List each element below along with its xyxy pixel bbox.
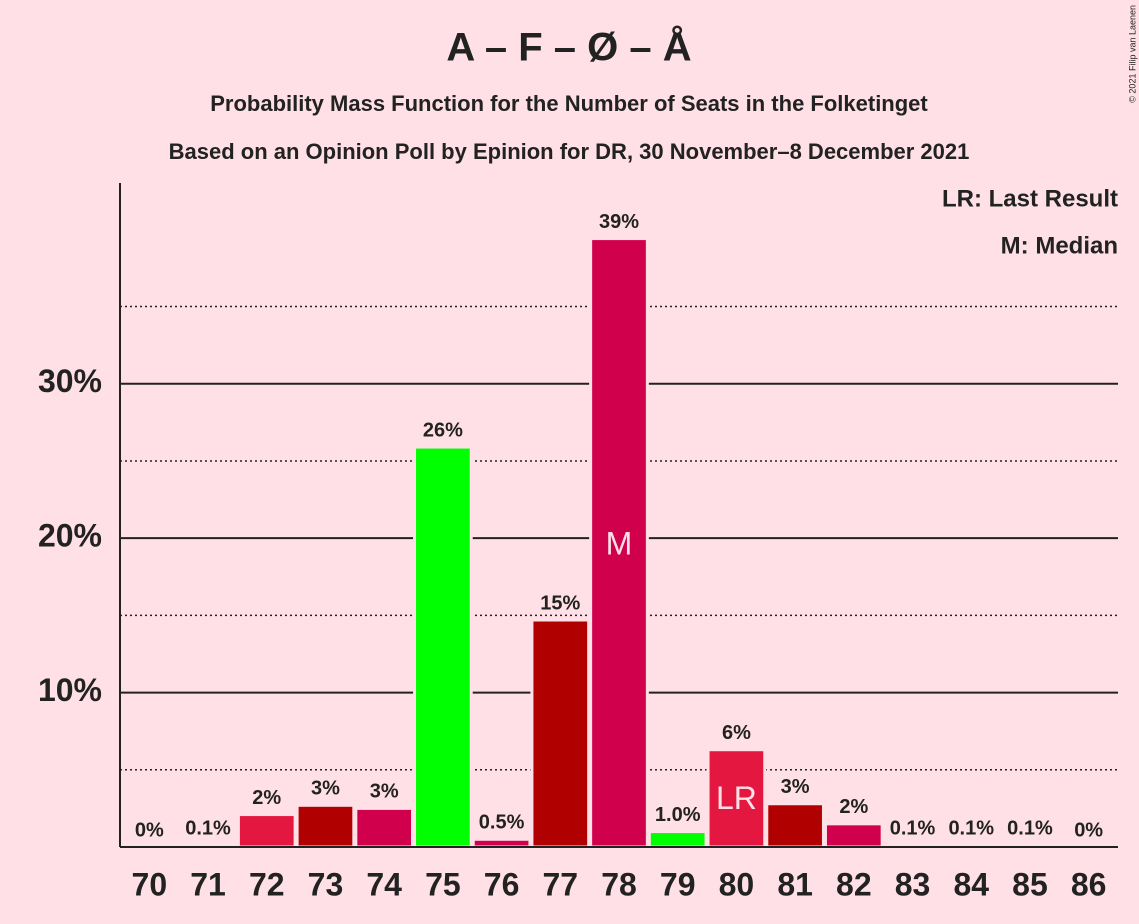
value-label: 0.5% xyxy=(479,812,525,834)
x-tick-label: 79 xyxy=(660,866,696,902)
value-label: 3% xyxy=(311,778,340,800)
value-label: 2% xyxy=(839,796,868,818)
x-tick-label: 71 xyxy=(190,866,226,902)
chart-subtitle: Based on an Opinion Poll by Epinion for … xyxy=(169,139,970,164)
x-tick-label: 83 xyxy=(895,866,931,902)
bar xyxy=(823,822,884,849)
x-tick-label: 73 xyxy=(308,866,344,902)
bar xyxy=(413,445,473,849)
bar-marker: M xyxy=(606,526,633,562)
y-tick-label: 30% xyxy=(38,363,102,399)
x-tick-label: 84 xyxy=(953,866,989,902)
value-label: 0.1% xyxy=(890,818,936,840)
copyright: © 2021 Filip van Laenen xyxy=(1127,5,1137,103)
x-tick-label: 78 xyxy=(601,866,637,902)
chart-subtitle: Probability Mass Function for the Number… xyxy=(210,91,928,116)
value-label: 15% xyxy=(540,592,580,614)
value-label: 6% xyxy=(722,722,751,744)
bar-marker: LR xyxy=(716,780,757,816)
bar xyxy=(530,618,591,849)
legend-entry: LR: Last Result xyxy=(942,185,1118,212)
x-tick-label: 76 xyxy=(484,866,520,902)
legend-entry: M: Median xyxy=(1001,232,1118,259)
value-label: 39% xyxy=(599,211,639,233)
value-label: 2% xyxy=(252,787,281,809)
value-label: 0.1% xyxy=(185,818,231,840)
bar xyxy=(236,813,297,849)
value-label: 1.0% xyxy=(655,804,701,826)
x-tick-label: 70 xyxy=(132,866,168,902)
x-tick-label: 75 xyxy=(425,866,461,902)
value-label: 0.1% xyxy=(948,818,994,840)
y-tick-label: 20% xyxy=(38,518,102,554)
value-label: 3% xyxy=(781,776,810,798)
bar xyxy=(706,748,767,849)
x-tick-label: 86 xyxy=(1071,866,1107,902)
bar xyxy=(647,830,708,849)
x-tick-label: 82 xyxy=(836,866,872,902)
x-tick-label: 81 xyxy=(777,866,813,902)
x-tick-label: 72 xyxy=(249,866,285,902)
value-label: 26% xyxy=(423,419,463,441)
bar xyxy=(589,237,649,849)
x-tick-label: 85 xyxy=(1012,866,1048,902)
x-tick-label: 77 xyxy=(542,866,578,902)
bar xyxy=(765,802,825,849)
bar xyxy=(295,803,356,849)
value-label: 0% xyxy=(1074,819,1103,841)
bar xyxy=(471,837,532,849)
value-label: 0.1% xyxy=(1007,818,1053,840)
x-tick-label: 80 xyxy=(719,866,755,902)
value-label: 0% xyxy=(135,819,164,841)
chart-title: A – F – Ø – Å xyxy=(446,25,691,70)
value-label: 3% xyxy=(370,781,399,803)
y-tick-label: 10% xyxy=(38,672,102,708)
x-tick-label: 74 xyxy=(366,866,402,902)
bar xyxy=(354,806,415,849)
